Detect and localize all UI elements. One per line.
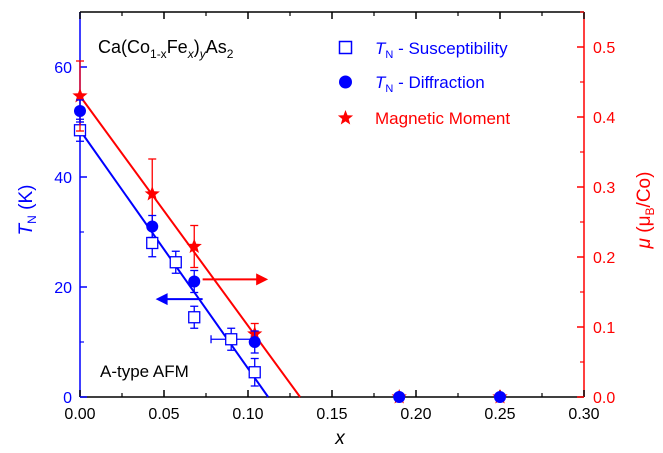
compound-label: Ca(Co1-xFex)yAs2 xyxy=(98,37,234,61)
x-tick-label: 0.05 xyxy=(148,406,179,423)
right-tick-label: 0.4 xyxy=(593,110,615,127)
susceptibility-point xyxy=(248,366,261,379)
diffraction-point xyxy=(74,105,86,117)
left-tick-label: 0 xyxy=(63,390,72,407)
left-tick-label: 40 xyxy=(54,170,72,187)
legend-label-diffraction: TN - Diffraction xyxy=(375,73,485,95)
x-tick-label: 0.25 xyxy=(484,406,515,423)
susceptibility-point xyxy=(146,236,159,250)
right-axis-label: μ (μB/Co) xyxy=(634,172,657,250)
legend-marker-star xyxy=(337,110,354,125)
left-tick-label: 20 xyxy=(54,280,72,297)
data-marks xyxy=(72,60,508,404)
x-tick-label: 0.20 xyxy=(400,406,431,423)
susceptibility-point xyxy=(188,311,201,324)
left-axis-label: TN (K) xyxy=(16,185,39,236)
moment-point xyxy=(144,186,160,201)
diffraction-point xyxy=(188,275,201,288)
diffraction-point xyxy=(146,220,159,233)
legend-label-magnetic-moment: Magnetic Moment xyxy=(375,109,510,128)
right-tick-label: 0.3 xyxy=(593,180,615,197)
left-axis-arrow-head xyxy=(155,293,168,306)
diffraction-point xyxy=(248,336,261,348)
diffraction-point xyxy=(494,391,506,403)
x-tick-label: 0.10 xyxy=(232,406,263,423)
susceptibility-point xyxy=(169,256,182,269)
plot-frame xyxy=(79,11,585,398)
legend: TN - Susceptibility TN - Diffraction Mag… xyxy=(337,39,510,128)
right-tick-label: 0.1 xyxy=(593,320,615,337)
susceptibility-point xyxy=(225,333,238,346)
right-tick-label: 0.2 xyxy=(593,250,615,267)
x-tick-label: 0.00 xyxy=(64,406,95,423)
moment-point xyxy=(72,88,88,103)
legend-item-diffraction: TN - Diffraction xyxy=(339,73,485,95)
x-tick-label: 0.30 xyxy=(568,406,599,423)
right-tick-label: 0.0 xyxy=(593,390,615,407)
axis-arrows xyxy=(155,273,269,306)
legend-marker-open-square xyxy=(338,40,353,55)
legend-marker-filled-circle xyxy=(339,75,352,89)
legend-label-susceptibility: TN - Susceptibility xyxy=(375,39,508,61)
right-axis-arrow-head xyxy=(256,273,269,286)
legend-item-susceptibility: TN - Susceptibility xyxy=(338,39,508,61)
annotation-label: A-type AFM xyxy=(100,362,189,381)
moment-point xyxy=(186,238,202,253)
diffraction-point xyxy=(393,391,406,403)
x-tick-label: 0.15 xyxy=(316,406,347,423)
left-tick-label: 60 xyxy=(54,60,72,77)
right-tick-label: 0.5 xyxy=(593,40,615,57)
legend-item-magnetic-moment: Magnetic Moment xyxy=(337,109,510,128)
x-axis-label: x xyxy=(334,428,346,449)
